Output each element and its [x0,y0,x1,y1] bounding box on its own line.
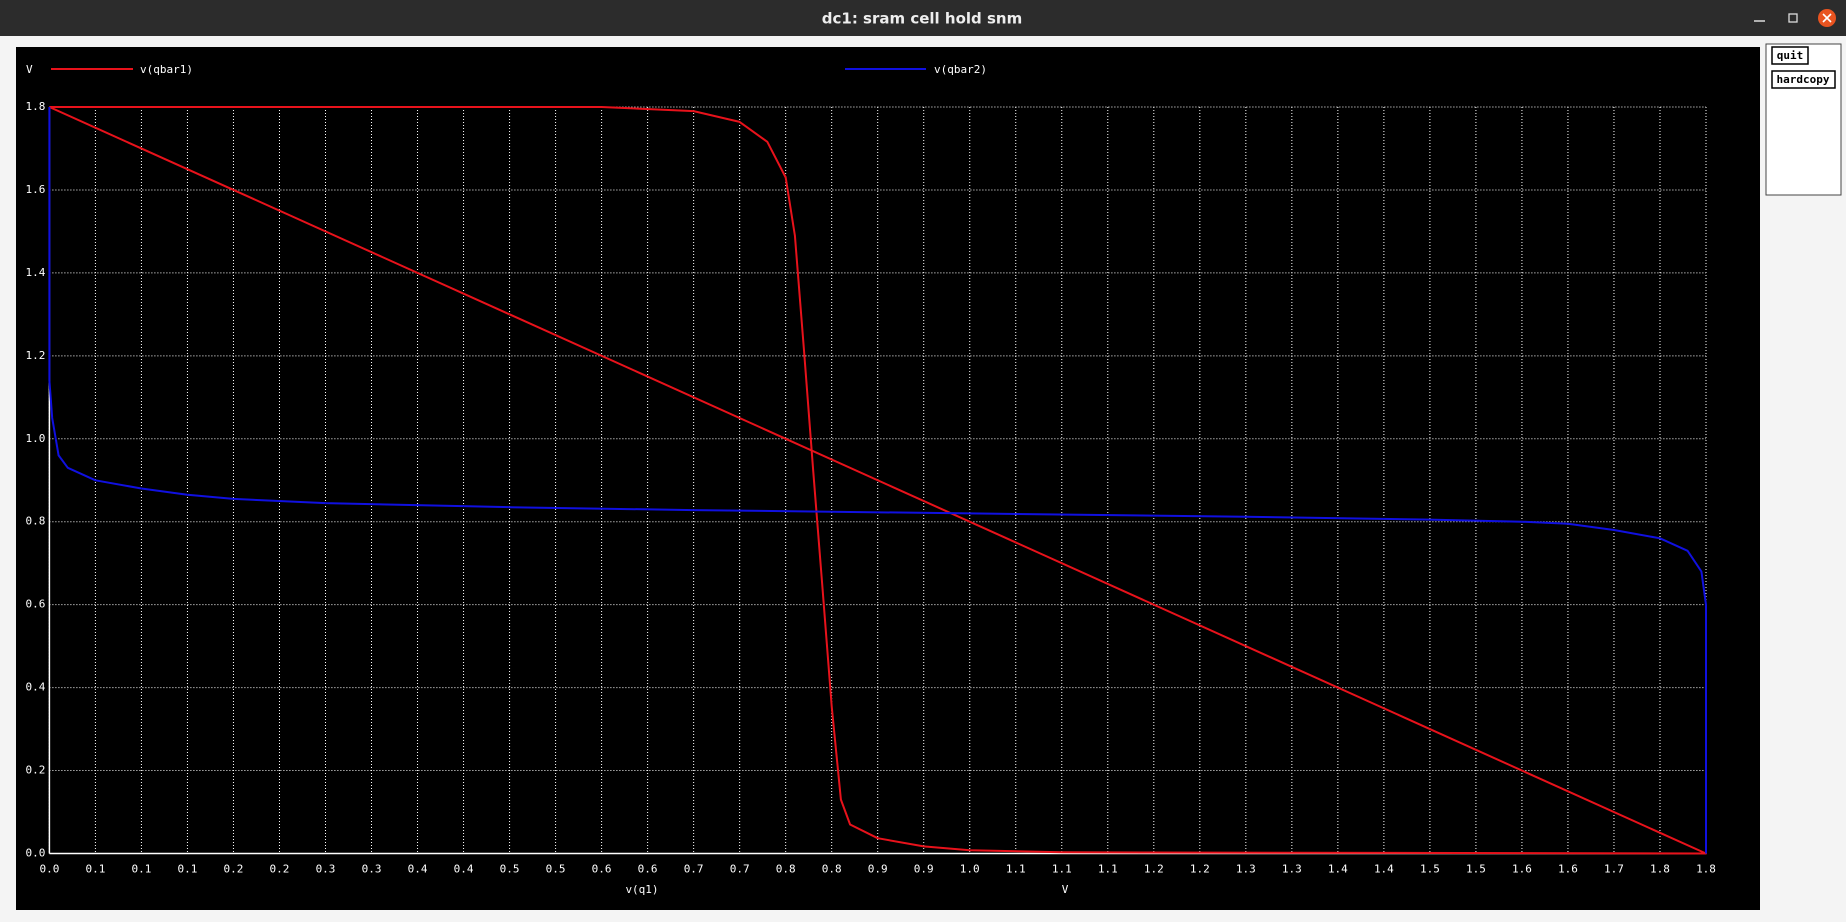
x-tick-label: 1.1 [1098,863,1118,876]
x-tick-label: 0.9 [868,863,888,876]
y-tick-label: 0.4 [26,681,46,694]
x-tick-label: 0.0 [39,863,59,876]
close[interactable] [1818,9,1836,27]
y-tick-label: 0.6 [26,598,46,611]
x-tick-label: 0.1 [178,863,198,876]
y-tick-label: 0.0 [26,847,46,860]
title-bar [0,0,1846,36]
x-tick-label: 1.3 [1282,863,1302,876]
x-tick-label: 1.4 [1374,863,1394,876]
plot: 0.0 0.1 0.1 0.1 0.2 0.2 0.3 0.3 0.4 0.4 0.5 0.5 0.6 0… [26,63,1716,876]
button-label[interactable]: hardcopy [1777,73,1830,86]
x-tick-label: 1.8 [1650,863,1670,876]
x-tick-label: 0.2 [270,863,290,876]
quit-button[interactable]: quit [1771,46,1809,65]
x-tick-label: 0.5 [546,863,566,876]
button-label[interactable]: quit [1777,49,1804,62]
x-tick-label: 1.6 [1512,863,1532,876]
y-tick-label: 1.2 [26,349,46,362]
window-title: dc1: sram cell hold snm [822,10,1022,28]
x-tick-label: 0.3 [316,863,336,876]
restore[interactable] [1788,13,1798,23]
x-tick-label: 1.5 [1420,863,1440,876]
y-unit: V [26,63,33,76]
x-tick-label: 0.1 [85,863,105,876]
plot-area [16,47,1760,910]
series-line [48,106,1707,855]
legend-label: v(qbar2) [934,63,987,76]
x-axis-label: v(q1) [625,883,658,896]
x-tick-label: 0.6 [638,863,658,876]
x-tick-label: 0.4 [454,863,474,876]
x-tick-label: 1.4 [1328,863,1348,876]
x-tick-label: 0.2 [224,863,244,876]
x-tick-label: 1.5 [1466,863,1486,876]
x-tick-label: 0.4 [408,863,428,876]
x-tick-label: 1.3 [1236,863,1256,876]
x-tick-label: 1.6 [1558,863,1578,876]
x-tick-label: 0.5 [500,863,520,876]
hardcopy-button[interactable]: hardcopy [1771,70,1836,89]
button-panel [1765,43,1842,196]
x-tick-label: 0.7 [730,863,750,876]
x-tick-label: 0.1 [131,863,151,876]
x-unit: V [1062,883,1069,896]
x-tick-label: 0.3 [362,863,382,876]
x-tick-label: 1.2 [1190,863,1210,876]
x-tick-label: 1.1 [1052,863,1072,876]
x-tick-label: 0.6 [592,863,612,876]
series-line [48,107,1707,854]
x-tick-label: 0.9 [914,863,934,876]
y-tick-label: 0.2 [26,764,46,777]
x-tick-label: 1.7 [1604,863,1624,876]
y-tick-label: 1.0 [26,432,46,445]
legend-label: v(qbar1) [140,63,193,76]
y-tick-label: 1.4 [26,266,46,279]
y-tick-label: 0.8 [26,515,46,528]
x-tick-label: 1.2 [1144,863,1164,876]
x-tick-label: 0.7 [684,863,704,876]
y-tick-label: 1.8 [26,100,46,113]
x-tick-label: 1.8 [1696,863,1716,876]
y-tick-label: 1.6 [26,183,46,196]
x-tick-label: 0.8 [822,863,842,876]
x-tick-label: 1.0 [960,863,980,876]
x-tick-label: 1.1 [1006,863,1026,876]
x-tick-label: 0.8 [776,863,796,876]
